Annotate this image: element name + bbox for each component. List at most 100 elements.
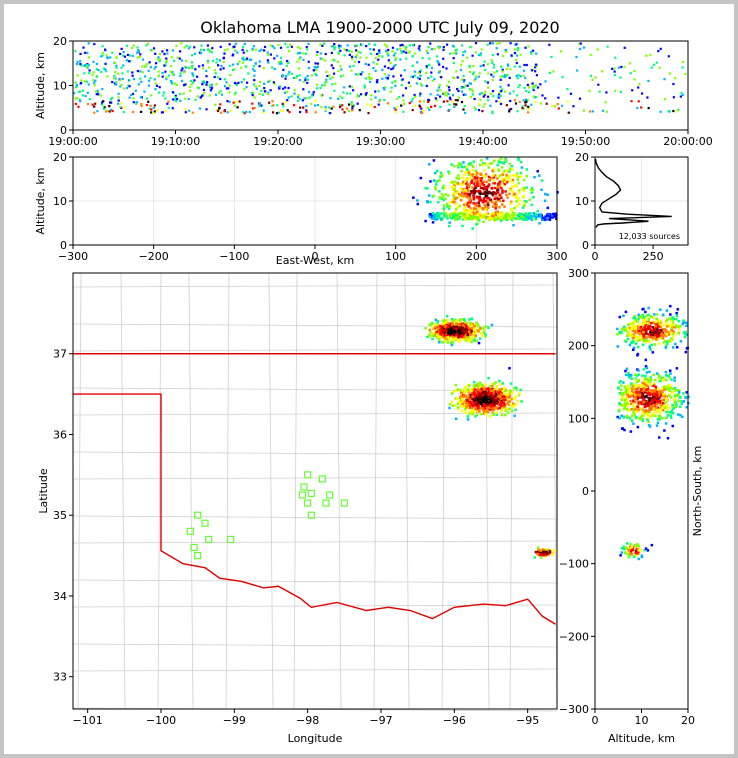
source-point: [92, 60, 95, 63]
source-point: [671, 320, 675, 324]
source-point: [437, 335, 440, 338]
source-point: [331, 83, 334, 86]
source-point: [627, 326, 631, 330]
source-point: [443, 328, 447, 331]
source-point: [494, 207, 497, 210]
source-point: [481, 110, 484, 113]
time-altitude-panel: 19:00:00 19:10:00 19:20:00 19:30:00 19:40:00…: [34, 35, 713, 148]
source-point: [649, 53, 652, 56]
source-point: [506, 73, 509, 77]
source-point: [672, 82, 675, 86]
source-point: [647, 399, 651, 403]
source-point: [465, 328, 469, 331]
source-point: [534, 66, 537, 69]
source-point: [616, 415, 619, 419]
source-point: [211, 47, 214, 50]
source-point: [477, 384, 481, 387]
source-point: [521, 206, 525, 209]
source-point: [347, 49, 351, 53]
ew-axis-tick-label: −100: [219, 250, 249, 263]
source-point: [655, 372, 659, 375]
source-point: [106, 109, 109, 113]
source-point: [475, 218, 478, 221]
station-marker: [186, 527, 194, 535]
source-point: [376, 63, 379, 66]
source-point: [422, 100, 426, 103]
source-point: [683, 335, 687, 339]
source-point: [363, 84, 366, 87]
source-point: [492, 178, 495, 182]
station-marker: [201, 519, 209, 527]
source-point: [654, 414, 657, 418]
source-point: [337, 52, 340, 55]
source-point: [641, 308, 644, 311]
source-point: [463, 320, 467, 323]
source-point: [625, 542, 629, 545]
source-point: [434, 323, 437, 327]
source-point: [491, 392, 494, 395]
source-point: [496, 177, 499, 180]
source-point: [242, 78, 246, 81]
source-point: [475, 339, 478, 343]
source-point: [624, 369, 627, 373]
source-point: [316, 103, 320, 107]
source-point: [642, 334, 645, 338]
source-point: [242, 51, 245, 54]
source-point: [625, 397, 629, 400]
source-point: [445, 202, 449, 206]
source-point: [651, 392, 654, 396]
source-point: [319, 57, 322, 60]
source-point: [383, 98, 386, 102]
source-point: [251, 49, 254, 52]
source-point: [370, 77, 373, 80]
source-point: [630, 389, 634, 392]
source-point: [632, 336, 635, 340]
source-point: [470, 88, 474, 91]
source-point: [483, 103, 486, 106]
source-point: [495, 100, 498, 103]
source-point: [452, 76, 455, 79]
source-point: [236, 106, 239, 109]
source-point: [664, 422, 668, 425]
source-point: [419, 82, 423, 85]
source-point: [486, 410, 489, 414]
source-point: [511, 180, 514, 184]
source-point: [501, 173, 505, 176]
source-point: [654, 320, 658, 324]
source-point: [674, 77, 677, 80]
source-point: [493, 174, 497, 177]
source-point: [138, 55, 141, 58]
source-point: [479, 332, 483, 335]
source-point: [505, 399, 509, 402]
source-point: [638, 338, 641, 342]
source-point: [647, 318, 650, 321]
source-point: [667, 387, 671, 390]
source-point: [190, 61, 193, 64]
source-point: [658, 395, 662, 399]
source-point: [509, 382, 513, 385]
source-point: [376, 79, 379, 82]
source-point: [451, 44, 455, 48]
source-point: [132, 44, 135, 47]
source-point: [657, 397, 660, 400]
source-point: [519, 175, 523, 178]
source-point: [231, 63, 235, 66]
source-point: [631, 321, 634, 325]
source-point: [481, 162, 485, 165]
source-point: [675, 345, 679, 349]
source-point: [539, 549, 543, 553]
source-point: [214, 93, 218, 96]
source-point: [480, 216, 483, 219]
source-point: [92, 79, 95, 82]
source-point: [476, 397, 480, 401]
source-point: [500, 217, 503, 220]
source-point: [588, 89, 591, 93]
source-point: [532, 87, 535, 90]
source-point: [539, 213, 542, 216]
source-point: [619, 76, 622, 79]
source-point: [430, 71, 433, 74]
source-point: [468, 412, 471, 415]
source-point: [526, 98, 529, 101]
source-point: [339, 65, 342, 68]
source-point: [641, 411, 644, 414]
